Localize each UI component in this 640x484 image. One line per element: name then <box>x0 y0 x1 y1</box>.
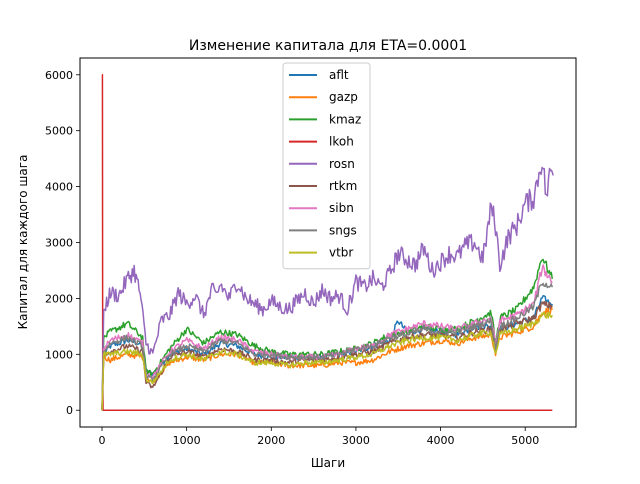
series-line-rtkm <box>101 300 553 411</box>
legend-label-rtkm: rtkm <box>329 179 357 193</box>
legend-label-lkoh: lkoh <box>329 135 354 149</box>
x-tick-label: 0 <box>99 434 106 447</box>
y-axis-ticks: 0 1000 2000 3000 4000 5000 6000 <box>45 69 80 417</box>
series-line-vtbr <box>101 311 553 411</box>
x-tick-label: 2000 <box>257 434 285 447</box>
legend-label-sngs: sngs <box>329 223 357 237</box>
series-line-sngs <box>101 282 554 411</box>
legend-label-aflt: aflt <box>329 68 349 82</box>
chart-title: Изменение капитала для ETA=0.0001 <box>189 38 467 54</box>
legend-label-gazp: gazp <box>329 90 358 104</box>
legend: aflt gazp kmaz lkoh rosn rtkm sibn sngs vtbr <box>282 62 371 270</box>
y-tick-label: 6000 <box>45 69 73 82</box>
legend-label-sibn: sibn <box>329 201 354 215</box>
x-axis-label: Шаги <box>311 456 345 470</box>
y-axis-label: Капитал для каждого шага <box>16 155 30 330</box>
legend-label-kmaz: kmaz <box>329 112 361 126</box>
legend-label-vtbr: vtbr <box>329 246 353 260</box>
y-tick-label: 5000 <box>45 125 73 138</box>
y-tick-label: 2000 <box>45 292 73 305</box>
series-line-lkoh <box>101 74 553 411</box>
y-tick-label: 4000 <box>45 181 73 194</box>
x-tick-label: 4000 <box>427 434 455 447</box>
x-tick-label: 5000 <box>511 434 539 447</box>
legend-label-rosn: rosn <box>329 157 355 171</box>
x-tick-label: 1000 <box>173 434 201 447</box>
plot-area <box>101 74 554 411</box>
y-tick-label: 1000 <box>45 348 73 361</box>
y-tick-label: 0 <box>66 404 73 417</box>
x-tick-label: 3000 <box>342 434 370 447</box>
legend-box <box>282 62 371 270</box>
x-axis-ticks: 0 1000 2000 3000 4000 5000 <box>99 427 539 447</box>
y-tick-label: 3000 <box>45 237 73 250</box>
series-line-rosn <box>101 166 554 411</box>
